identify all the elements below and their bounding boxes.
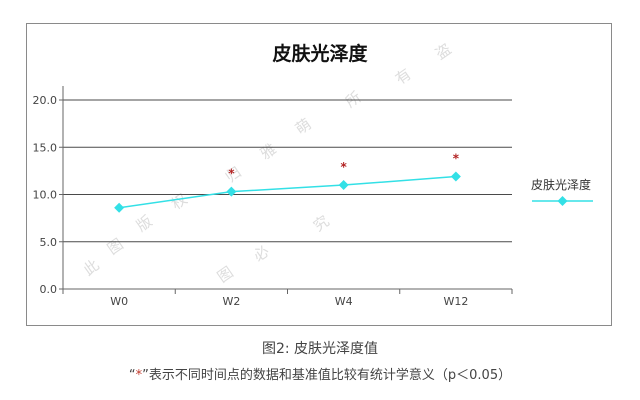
watermark-glyph: 雅 — [257, 140, 280, 163]
watermark-glyph: 萌 — [292, 115, 315, 138]
legend-marker — [557, 196, 568, 206]
y-tick-label: 0.0 — [40, 283, 58, 296]
x-tick-label: W2 — [222, 295, 240, 308]
y-tick-label: 10.0 — [33, 189, 58, 202]
watermark-glyph: 必 — [250, 242, 273, 265]
y-tick-label: 20.0 — [33, 94, 58, 107]
watermark-glyph: 权 — [168, 190, 191, 213]
caption-star: * — [135, 368, 143, 383]
watermark-glyph: 图 — [104, 235, 127, 258]
caption-line1: 图2: 皮肤光泽度值 — [261, 341, 379, 357]
caption-note-text: ”表示不同时间点的数据和基准值比较有统计学意义（p＜0.05） — [142, 368, 512, 383]
chart-frame — [26, 23, 612, 326]
watermark-glyph: 有 — [392, 65, 415, 88]
axes: 0.0 5.0 10.0 15.0 20.0 W0 W2 W4 W12 — [33, 86, 513, 308]
series-line — [119, 175, 456, 209]
watermark-glyph: 图 — [214, 263, 237, 286]
chart-title: 皮肤光泽度 — [272, 42, 368, 65]
legend: 皮肤光泽度 — [531, 177, 593, 206]
figure-caption: 图2: 皮肤光泽度值 — [0, 338, 640, 358]
watermark-glyph: 版 — [133, 212, 156, 235]
watermark-glyph: 究 — [310, 212, 333, 235]
series: * * * — [114, 152, 461, 213]
watermark-glyph: 此 — [80, 256, 103, 279]
x-tick-label: W4 — [335, 295, 353, 308]
significance-star: * — [228, 167, 235, 181]
x-tick-label: W0 — [110, 295, 128, 308]
watermark-glyph: 盗 — [432, 40, 455, 63]
significance-star: * — [453, 152, 460, 166]
figure-note: “*”表示不同时间点的数据和基准值比较有统计学意义（p＜0.05） — [0, 364, 640, 383]
caption-open-quote: “ — [128, 368, 136, 383]
y-tick-label: 15.0 — [33, 141, 58, 154]
y-tick-label: 5.0 — [40, 236, 58, 249]
data-point — [114, 202, 125, 213]
data-point — [226, 186, 237, 197]
data-point — [338, 180, 349, 191]
data-point — [450, 171, 461, 182]
significance-star: * — [340, 160, 347, 174]
x-tick-label: W12 — [443, 295, 468, 308]
legend-label: 皮肤光泽度 — [531, 177, 591, 192]
grid — [63, 99, 512, 290]
